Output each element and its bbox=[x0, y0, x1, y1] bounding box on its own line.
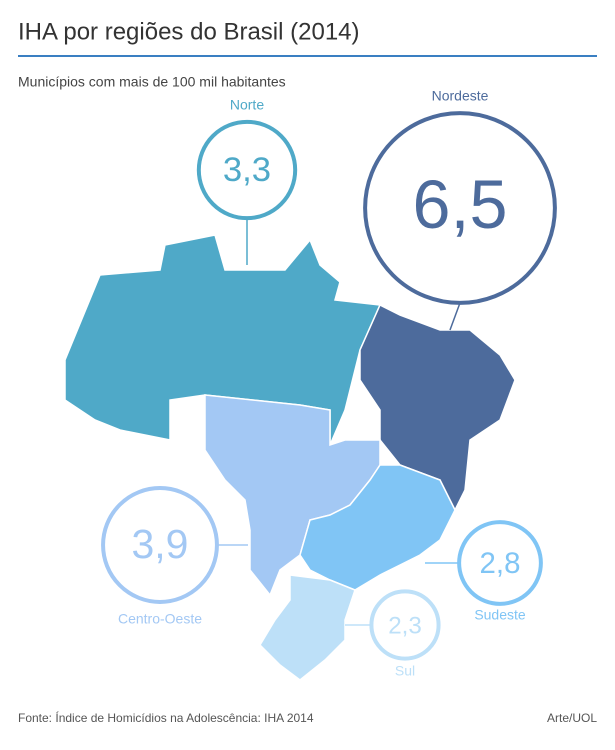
value-circle bbox=[101, 486, 219, 604]
title: IHA por regiões do Brasil (2014) bbox=[18, 18, 360, 45]
value-circle bbox=[196, 119, 298, 221]
map bbox=[64, 234, 516, 681]
region-name: Sul bbox=[395, 663, 415, 679]
value-circle bbox=[457, 520, 543, 606]
region-name: Centro-Oeste bbox=[118, 611, 202, 627]
value-label: 2,3 bbox=[388, 612, 422, 639]
region-name: Nordeste bbox=[432, 88, 489, 104]
connector bbox=[449, 302, 461, 331]
region-name: Sudeste bbox=[474, 607, 526, 623]
region-name: Norte bbox=[230, 97, 264, 113]
credit: Arte/UOL bbox=[547, 711, 597, 725]
value-label: 3,9 bbox=[132, 521, 189, 567]
value-label: 3,3 bbox=[223, 151, 271, 189]
value-circle bbox=[363, 111, 557, 305]
value-circle bbox=[369, 589, 441, 661]
subtitle: Municípios com mais de 100 mil habitante… bbox=[18, 74, 286, 90]
region-shape bbox=[259, 574, 356, 681]
value-label: 2,8 bbox=[480, 547, 521, 580]
value-label: 6,5 bbox=[413, 167, 508, 243]
region-shape bbox=[359, 303, 516, 512]
source: Fonte: Índice de Homicídios na Adolescên… bbox=[18, 710, 314, 725]
bubbles: 3,3 Norte 6,5 Nordeste 3,9 Centro-Oeste 2,8 Sud… bbox=[101, 88, 557, 679]
